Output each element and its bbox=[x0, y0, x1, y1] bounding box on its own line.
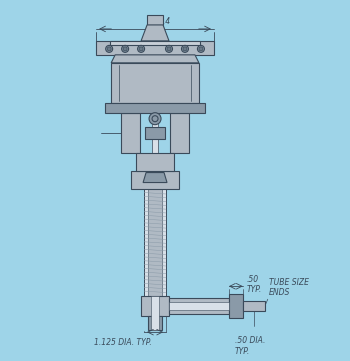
Bar bbox=[170, 113, 189, 153]
Bar bbox=[151, 153, 159, 175]
Bar bbox=[148, 316, 162, 330]
Text: .50
TYP.: .50 TYP. bbox=[247, 275, 262, 294]
Bar bbox=[96, 41, 214, 55]
Circle shape bbox=[106, 45, 113, 52]
Circle shape bbox=[122, 45, 128, 52]
Circle shape bbox=[149, 113, 161, 125]
Circle shape bbox=[166, 45, 173, 52]
Circle shape bbox=[167, 47, 171, 51]
Bar bbox=[151, 296, 159, 330]
Bar bbox=[131, 170, 179, 188]
Text: .50 DIA.
TYP.: .50 DIA. TYP. bbox=[235, 336, 265, 356]
Circle shape bbox=[123, 47, 127, 51]
Polygon shape bbox=[141, 25, 169, 41]
Bar bbox=[141, 296, 169, 316]
Circle shape bbox=[152, 116, 158, 122]
Circle shape bbox=[197, 45, 204, 52]
Bar bbox=[110, 41, 200, 45]
Circle shape bbox=[183, 47, 187, 51]
Bar bbox=[148, 188, 162, 296]
Bar bbox=[243, 301, 265, 311]
Bar bbox=[229, 294, 243, 318]
Bar bbox=[144, 188, 166, 296]
Bar bbox=[147, 15, 163, 25]
Bar bbox=[121, 113, 140, 153]
Polygon shape bbox=[143, 173, 167, 183]
Bar bbox=[152, 113, 158, 153]
Text: TUBE SIZE
ENDS: TUBE SIZE ENDS bbox=[269, 278, 309, 297]
Bar bbox=[111, 63, 199, 103]
Text: 6.4: 6.4 bbox=[159, 17, 171, 26]
Circle shape bbox=[139, 47, 143, 51]
Polygon shape bbox=[111, 55, 199, 63]
Circle shape bbox=[138, 45, 145, 52]
Bar bbox=[169, 298, 229, 314]
Circle shape bbox=[182, 45, 188, 52]
Circle shape bbox=[107, 47, 111, 51]
Bar bbox=[105, 103, 205, 113]
Bar bbox=[169, 302, 229, 310]
Bar bbox=[145, 127, 165, 139]
Text: 1.125 DIA. TYP.: 1.125 DIA. TYP. bbox=[94, 338, 152, 347]
Bar bbox=[136, 153, 174, 170]
Circle shape bbox=[199, 47, 203, 51]
